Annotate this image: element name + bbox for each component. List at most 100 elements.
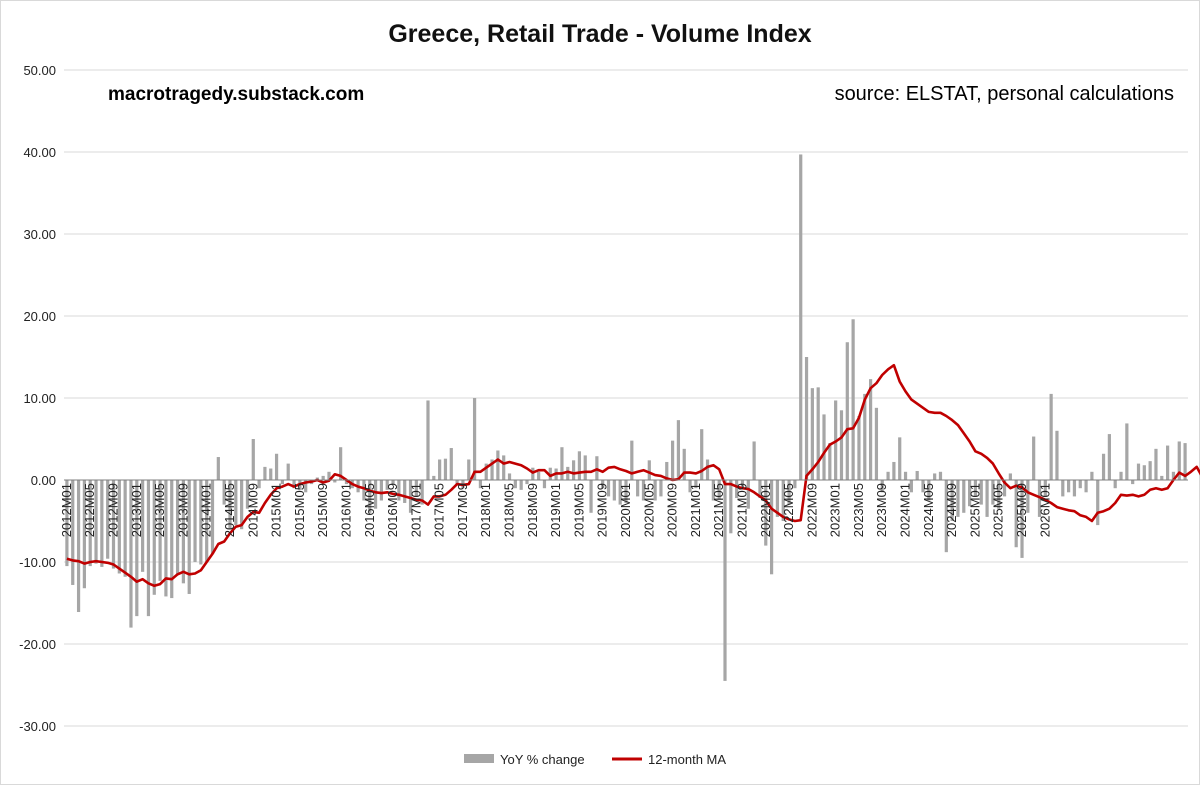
bar-100 (647, 460, 651, 480)
x-tick-label-26: 2020M09 (665, 483, 680, 537)
bar-45 (327, 471, 331, 480)
bar-153 (956, 480, 960, 517)
legend-label-ma: 12-month MA (648, 752, 726, 767)
x-tick-label-2: 2012M09 (106, 483, 121, 537)
bar-143 (898, 437, 902, 480)
bar-147 (921, 480, 925, 493)
bar-103 (665, 461, 669, 480)
bar-138 (868, 379, 873, 480)
bar-159 (991, 480, 995, 505)
bar-156 (973, 480, 978, 497)
bar-122 (775, 480, 780, 517)
y-tick-label-4: 10.00 (23, 391, 56, 406)
bar-133 (839, 410, 844, 480)
bar-93 (606, 480, 611, 497)
bar-129 (816, 387, 820, 480)
bar-67 (455, 480, 459, 485)
bar-81 (537, 471, 541, 480)
x-tick-label-25: 2020M05 (641, 483, 656, 537)
bar-14 (146, 480, 151, 617)
bar-31 (245, 480, 250, 509)
bar-136 (857, 416, 861, 480)
bar-25 (210, 480, 215, 554)
bar-39 (292, 480, 296, 489)
y-tick-label-1: 40.00 (23, 145, 56, 160)
ma-line (66, 363, 1200, 588)
bar-137 (863, 393, 867, 480)
bar-28 (228, 480, 232, 530)
bar-104 (670, 440, 675, 480)
bar-18 (170, 480, 174, 599)
bar-60 (414, 480, 418, 497)
x-tick-label-40: 2025M05 (991, 483, 1006, 537)
bar-182 (1125, 423, 1129, 480)
x-tick-label-16: 2017M05 (432, 483, 447, 537)
bar-66 (449, 448, 453, 480)
bar-172 (1067, 480, 1071, 493)
x-tick-label-14: 2016M09 (385, 483, 400, 537)
bar-35 (269, 468, 273, 480)
bar-86 (566, 466, 570, 480)
x-tick-label-36: 2024M01 (898, 483, 913, 537)
bar-183 (1131, 480, 1135, 485)
chart-title: Greece, Retail Trade - Volume Index (388, 20, 811, 48)
bar-89 (583, 455, 587, 480)
bar-181 (1119, 471, 1123, 480)
bar-95 (618, 480, 622, 505)
x-tick-label-21: 2019M01 (548, 483, 563, 537)
yoy-bar-series (65, 154, 1187, 681)
bar-61 (420, 480, 424, 505)
bar-10 (123, 480, 127, 577)
x-tick-label-30: 2022M01 (758, 483, 773, 537)
bar-123 (781, 480, 785, 521)
bar-90 (589, 480, 593, 513)
bar-179 (1107, 434, 1111, 480)
bar-58 (403, 480, 407, 503)
bar-171 (1061, 480, 1065, 497)
bar-160 (997, 480, 1001, 509)
bar-154 (962, 480, 966, 513)
x-tick-label-4: 2013M05 (152, 483, 167, 537)
bar-148 (927, 480, 931, 501)
bar-59 (408, 480, 413, 513)
bar-165 (1026, 480, 1030, 513)
x-tick-label-19: 2018M05 (502, 483, 517, 537)
bar-36 (274, 453, 279, 480)
x-tick-label-22: 2019M05 (571, 483, 586, 537)
x-tick-label-39: 2025M01 (967, 483, 982, 537)
x-tick-label-24: 2020M01 (618, 483, 633, 537)
bar-38 (286, 463, 290, 480)
bar-169 (1049, 393, 1053, 480)
bar-187 (1154, 448, 1158, 480)
bar-105 (676, 420, 681, 480)
bar-141 (886, 471, 890, 480)
bar-140 (880, 480, 884, 493)
bar-17 (164, 480, 168, 597)
bar-3 (82, 480, 86, 589)
bar-185 (1142, 465, 1146, 480)
x-tick-label-6: 2014M01 (199, 483, 214, 537)
bar-146 (915, 470, 919, 480)
bar-11 (129, 480, 133, 628)
bar-71 (478, 480, 483, 489)
legend: YoY % change 12-month MA (464, 752, 726, 767)
x-tick-label-8: 2014M09 (245, 483, 260, 537)
bar-4 (88, 480, 92, 567)
bar-8 (111, 480, 116, 569)
bar-27 (222, 480, 226, 505)
bar-88 (577, 451, 582, 480)
bar-48 (344, 480, 349, 485)
bar-134 (845, 342, 849, 480)
bar-46 (333, 480, 337, 483)
bar-145 (909, 480, 913, 493)
bar-120 (764, 480, 768, 546)
y-tick-label-6: -10.00 (19, 555, 56, 570)
bar-41 (304, 480, 308, 493)
x-tick-label-18: 2018M01 (478, 483, 493, 537)
bar-191 (1177, 441, 1181, 480)
x-tick-label-12: 2016M01 (339, 483, 354, 537)
bar-102 (659, 480, 663, 497)
bar-56 (391, 480, 395, 485)
bar-190 (1171, 471, 1176, 480)
